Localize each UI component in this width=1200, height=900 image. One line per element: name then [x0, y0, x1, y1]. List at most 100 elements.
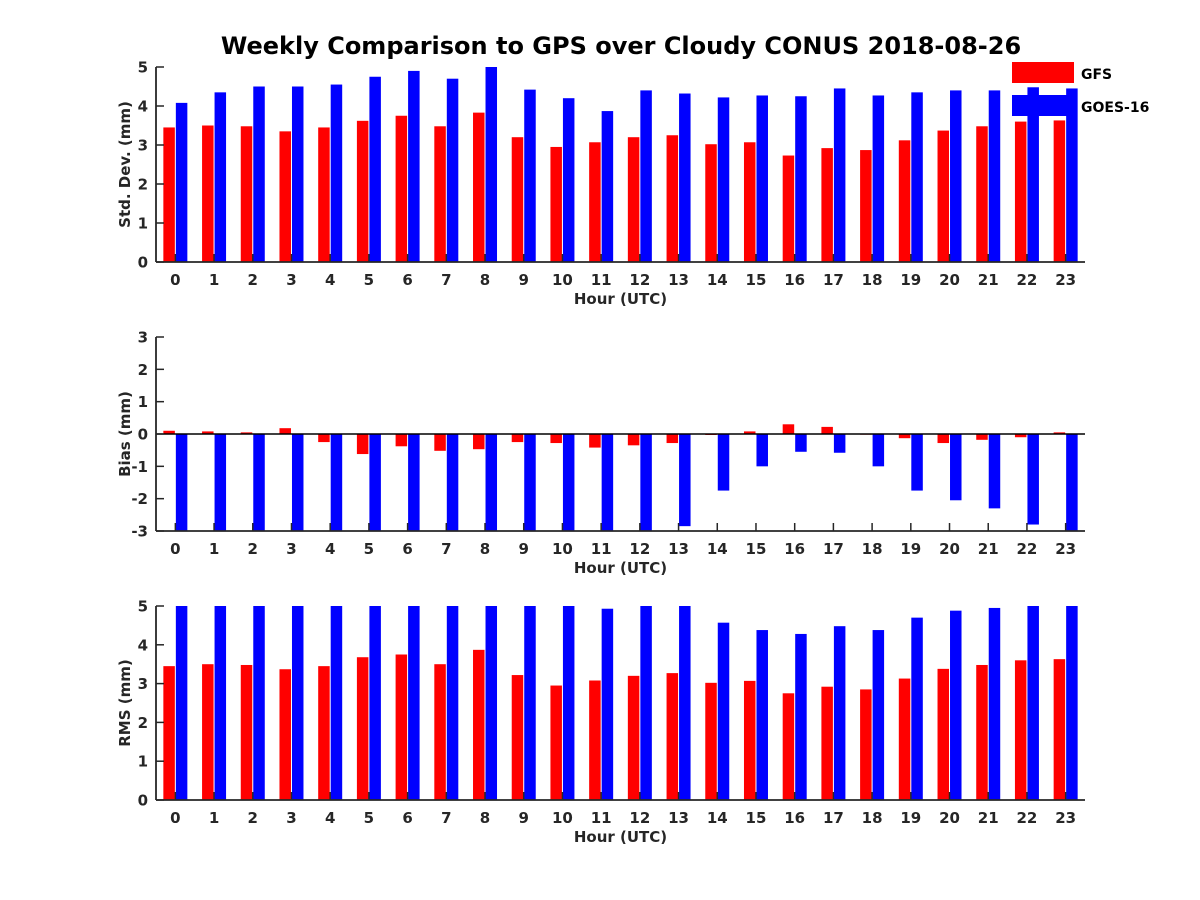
bar	[1014, 121, 1027, 262]
bar	[601, 434, 614, 531]
y-tick-label: 2	[138, 714, 148, 732]
x-tick-label: 11	[591, 271, 612, 289]
x-tick-label: 6	[402, 809, 412, 827]
bar	[911, 434, 923, 491]
x-tick-label: 5	[364, 809, 374, 827]
series-goes-16	[175, 434, 1078, 531]
x-tick-label: 23	[1055, 809, 1076, 827]
bar	[511, 675, 524, 800]
bar	[1014, 434, 1027, 438]
bar	[898, 678, 911, 800]
bar	[1027, 87, 1039, 262]
bar	[202, 664, 214, 800]
y-tick-label: 1	[138, 393, 148, 411]
bar	[1066, 434, 1078, 531]
bar	[330, 84, 343, 262]
bar	[717, 97, 730, 262]
bar	[369, 606, 381, 800]
y-tick-label: 1	[138, 753, 148, 771]
bar	[369, 76, 381, 262]
x-tick-label: 0	[170, 540, 180, 558]
bar	[589, 680, 601, 800]
x-tick-label: 4	[325, 540, 335, 558]
bar	[795, 633, 807, 800]
bar	[550, 146, 562, 262]
bar	[705, 682, 717, 800]
bar	[911, 92, 923, 262]
bar	[446, 78, 459, 262]
x-axis-label: Hour (UTC)	[574, 290, 667, 308]
x-tick-label: 14	[707, 271, 728, 289]
x-tick-label: 19	[900, 271, 921, 289]
bar	[717, 434, 730, 491]
bar	[1053, 659, 1066, 800]
x-tick-label: 2	[248, 540, 258, 558]
bar	[408, 70, 420, 263]
bar	[872, 434, 885, 467]
y-tick-label: 1	[138, 215, 148, 233]
series-goes-16	[175, 67, 1078, 263]
bar	[253, 434, 265, 531]
x-tick-label: 23	[1055, 540, 1076, 558]
series-gfs	[163, 649, 1066, 800]
bar	[821, 426, 833, 434]
bar	[524, 434, 536, 531]
bar	[473, 649, 485, 800]
bar	[640, 90, 652, 263]
bar	[485, 434, 498, 531]
y-axis-label: RMS (mm)	[116, 659, 134, 746]
bar	[1027, 606, 1039, 800]
x-tick-label: 2	[248, 809, 258, 827]
y-tick-label: 2	[138, 176, 148, 194]
bar	[408, 434, 420, 531]
bar	[214, 434, 227, 531]
bar	[473, 434, 485, 450]
x-tick-label: 13	[668, 809, 689, 827]
bar	[833, 88, 846, 262]
bar	[911, 617, 923, 800]
bar	[833, 434, 846, 453]
x-tick-label: 20	[939, 271, 960, 289]
bar	[253, 606, 265, 800]
bar	[395, 654, 408, 800]
bar	[756, 434, 768, 467]
bar	[782, 155, 795, 262]
bar	[937, 130, 950, 262]
bar	[988, 607, 1001, 800]
bar	[446, 434, 459, 531]
bar	[356, 120, 369, 262]
bar	[369, 434, 381, 531]
bar	[627, 675, 640, 800]
y-tick-label: -1	[131, 458, 148, 476]
bar	[511, 137, 524, 262]
bar	[601, 111, 614, 262]
bar	[601, 608, 614, 800]
bar	[291, 606, 304, 800]
x-tick-label: 21	[978, 540, 999, 558]
bar	[446, 606, 459, 800]
bar	[318, 127, 330, 262]
x-tick-label: 15	[746, 809, 767, 827]
x-tick-label: 20	[939, 809, 960, 827]
bar	[627, 137, 640, 262]
bar	[1066, 606, 1078, 800]
legend-label-gfs: GFS	[1081, 67, 1112, 83]
x-tick-label: 11	[591, 809, 612, 827]
y-axis-label: Bias (mm)	[116, 391, 134, 477]
bar	[330, 434, 343, 531]
x-tick-label: 7	[441, 271, 451, 289]
x-tick-label: 18	[862, 809, 883, 827]
bar	[253, 86, 265, 262]
bar	[524, 606, 536, 800]
x-tick-label: 0	[170, 271, 180, 289]
bar	[743, 431, 756, 434]
bar	[550, 685, 562, 800]
bar	[937, 434, 950, 444]
series-gfs	[163, 112, 1066, 263]
x-tick-label: 19	[900, 540, 921, 558]
bar	[240, 664, 253, 800]
bar	[666, 135, 679, 262]
bar	[434, 434, 446, 451]
bar	[833, 626, 846, 800]
